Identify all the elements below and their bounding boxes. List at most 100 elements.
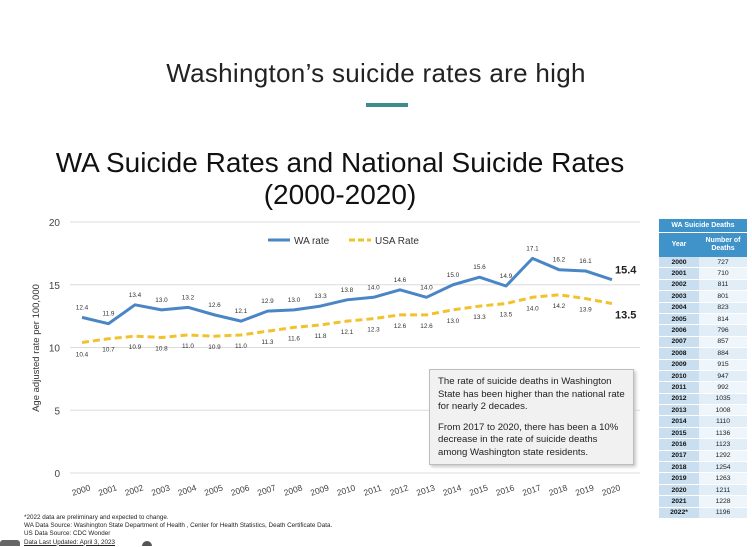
table-cell-year: 2001 xyxy=(659,268,699,279)
table-cell-year: 2013 xyxy=(659,405,699,416)
table-cell-year: 2022* xyxy=(659,507,699,518)
table-cell-year: 2015 xyxy=(659,427,699,438)
table-cell-year: 2019 xyxy=(659,473,699,484)
x-tick-label: 2011 xyxy=(362,482,383,497)
wa-rate-data-label: 13.3 xyxy=(314,293,327,300)
table-cell-deaths: 814 xyxy=(699,313,747,324)
table-cell-year: 2016 xyxy=(659,439,699,450)
table-cell-deaths: 947 xyxy=(699,370,747,381)
wa-rate-data-label: 16.2 xyxy=(553,257,566,264)
usa-rate-data-label: 13.9 xyxy=(579,307,592,314)
table-cell-year: 2000 xyxy=(659,257,699,268)
wa-rate-data-label: 12.9 xyxy=(261,298,274,305)
usa-rate-data-label: 12.1 xyxy=(341,329,354,336)
x-tick-label: 2012 xyxy=(389,482,410,497)
table-cell-year: 2017 xyxy=(659,450,699,461)
table-title: WA Suicide Deaths xyxy=(659,219,747,233)
legend-label: USA Rate xyxy=(375,236,419,247)
table-cell-deaths: 1211 xyxy=(699,484,747,495)
table-cell-deaths: 710 xyxy=(699,268,747,279)
table-cell-year: 2011 xyxy=(659,382,699,393)
y-tick-label: 0 xyxy=(54,469,60,480)
usa-rate-data-label: 10.8 xyxy=(155,345,168,352)
table-cell-deaths: 823 xyxy=(699,302,747,313)
table-cell-year: 2005 xyxy=(659,313,699,324)
usa-rate-data-label: 11.8 xyxy=(315,333,327,340)
y-tick-label: 20 xyxy=(49,218,61,229)
wa-rate-data-label: 14.9 xyxy=(500,273,513,280)
table-cell-year: 2006 xyxy=(659,325,699,336)
x-tick-label: 2000 xyxy=(71,482,92,497)
wa-rate-data-label: 12.6 xyxy=(208,302,221,309)
table-cell-year: 2021 xyxy=(659,496,699,507)
table-cell-deaths: 727 xyxy=(699,257,747,268)
table-cell-year: 2010 xyxy=(659,370,699,381)
table-cell-deaths: 1292 xyxy=(699,450,747,461)
table-cell-deaths: 801 xyxy=(699,291,747,302)
table-cell-year: 2018 xyxy=(659,462,699,473)
y-tick-label: 15 xyxy=(49,281,61,292)
x-tick-label: 2004 xyxy=(177,482,198,497)
y-axis-label: Age adjusted rate per 100,000 xyxy=(31,284,42,412)
wa-rate-data-label: 17.1 xyxy=(526,245,539,252)
usa-rate-data-label: 13.3 xyxy=(473,314,486,321)
table-cell-deaths: 811 xyxy=(699,279,747,290)
wa-rate-data-label: 12.1 xyxy=(235,308,248,315)
wa-rate-data-label: 13.4 xyxy=(129,292,142,299)
table-cell-deaths: 1035 xyxy=(699,393,747,404)
table-cell-deaths: 796 xyxy=(699,325,747,336)
table-header-year: Year xyxy=(659,233,699,258)
usa-rate-data-label: 14.2 xyxy=(553,303,566,310)
x-tick-label: 2005 xyxy=(203,482,224,497)
wa-rate-data-label: 16.1 xyxy=(579,258,592,265)
wa-rate-data-label: 13.8 xyxy=(341,287,354,294)
x-tick-label: 2016 xyxy=(495,482,516,497)
callout-paragraph-2: From 2017 to 2020, there has been a 10% … xyxy=(438,422,625,460)
table-cell-year: 2020 xyxy=(659,484,699,495)
usa-rate-data-label: 11.0 xyxy=(182,343,194,350)
wa-rate-data-label: 13.2 xyxy=(182,294,195,301)
table-cell-year: 2012 xyxy=(659,393,699,404)
wa-deaths-table: WA Suicide Deaths Year Number of Deaths … xyxy=(659,219,747,519)
usa-rate-data-label: 13.0 xyxy=(447,318,460,325)
table-cell-deaths: 1008 xyxy=(699,405,747,416)
x-tick-label: 2006 xyxy=(230,482,251,497)
usa-rate-data-label: 11.0 xyxy=(235,343,247,350)
table-cell-deaths: 1263 xyxy=(699,473,747,484)
table-cell-deaths: 915 xyxy=(699,359,747,370)
legend-label: WA rate xyxy=(294,236,330,247)
window-edge-icon xyxy=(0,540,20,546)
usa-rate-data-label: 10.4 xyxy=(76,351,89,358)
footnote-wa-source: WA Data Source: Washington State Departm… xyxy=(24,522,332,530)
x-tick-label: 2008 xyxy=(283,482,304,497)
table-cell-year: 2008 xyxy=(659,348,699,359)
table-cell-deaths: 1196 xyxy=(699,507,747,518)
table-cell-deaths: 1136 xyxy=(699,427,747,438)
usa-rate-data-label: 11.6 xyxy=(288,335,300,342)
usa-rate-data-label: 12.3 xyxy=(367,327,380,334)
wa-rate-data-label: 15.4 xyxy=(615,265,637,277)
wa-rate-data-label: 15.0 xyxy=(447,272,460,279)
usa-rate-data-label: 11.3 xyxy=(262,339,274,346)
x-tick-label: 2003 xyxy=(150,482,171,497)
footnote-us-source: US Data Source: CDC Wonder xyxy=(24,530,332,538)
wa-rate-data-label: 15.6 xyxy=(473,264,486,271)
chart-callout: The rate of suicide deaths in Washington… xyxy=(429,369,634,465)
